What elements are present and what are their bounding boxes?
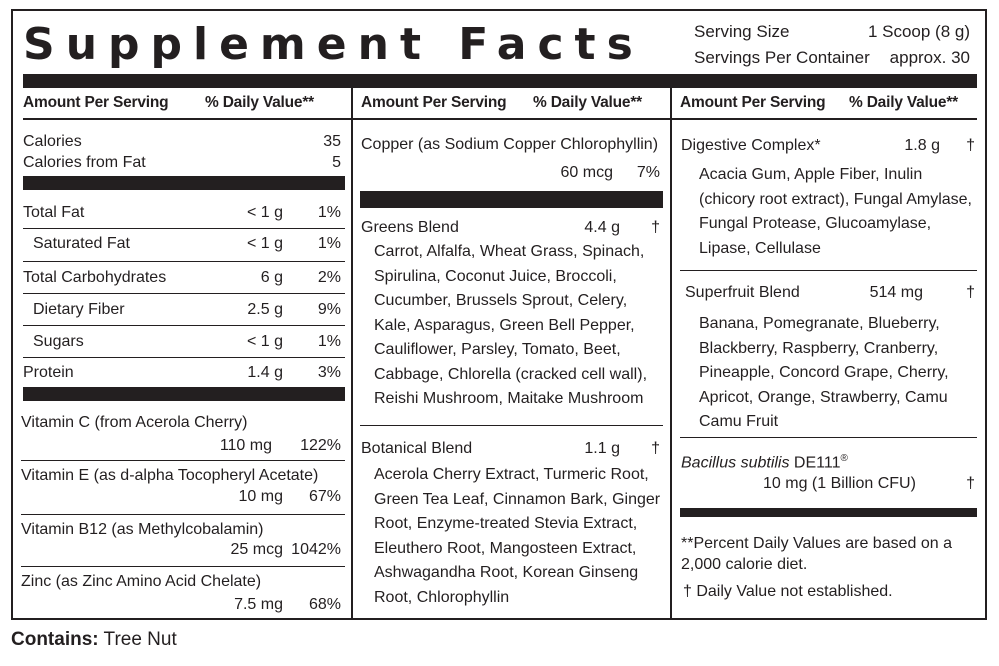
dagger-footnote: † Daily Value not established.: [683, 583, 893, 600]
nutrient-amount: 1.4 g: [247, 364, 283, 381]
daily-value-header: % Daily Value**: [205, 94, 315, 111]
nutrient-amount: 2.5 g: [247, 301, 283, 318]
superfruit-blend-dv: †: [966, 284, 975, 301]
copper-amount: 60 mcg: [560, 164, 613, 181]
amount-per-serving-header: Amount Per Serving: [23, 94, 169, 111]
column-divider: [351, 88, 353, 618]
bacillus-amount: 10 mg (1 Billion CFU): [763, 475, 916, 492]
digestive-complex-name: Digestive Complex*: [681, 137, 821, 154]
nutrient-dv: 1%: [317, 333, 341, 350]
serving-size-value: 1 Scoop (8 g): [867, 22, 970, 41]
greens-blend-name: Greens Blend: [361, 219, 459, 236]
superfruit-blend-amount: 514 mg: [869, 284, 923, 301]
greens-blend-dv: †: [651, 219, 660, 236]
nutrient-name: Protein: [23, 364, 74, 381]
nutrient-name: Dietary Fiber: [33, 301, 125, 318]
row-rule: [21, 566, 345, 567]
daily-value-header: % Daily Value**: [849, 94, 959, 111]
copper-name: Copper (as Sodium Copper Chlorophyllin): [361, 136, 659, 153]
calories-value: 35: [323, 133, 341, 150]
amount-per-serving-header: Amount Per Serving: [361, 94, 507, 111]
nutrient-dv: 9%: [317, 301, 341, 318]
botanical-blend-name: Botanical Blend: [361, 440, 473, 457]
row-rule: [21, 514, 345, 515]
section-bar: [360, 191, 663, 208]
bacillus-name-rest: DE111: [789, 454, 841, 472]
vitamin-amount: 7.5 mg: [234, 596, 283, 613]
vitamin-dv: 68%: [308, 596, 341, 613]
nutrient-dv: 1%: [317, 204, 341, 221]
vitamin-amount: 25 mcg: [230, 541, 283, 558]
nutrient-amount: < 1 g: [246, 204, 283, 221]
digestive-complex-dv: †: [966, 137, 975, 154]
contains-label: Contains:: [11, 629, 99, 650]
bacillus-name: Bacillus subtilis DE111®: [681, 449, 848, 473]
nutrient-name: Total Fat: [23, 204, 85, 221]
nutrient-dv: 1%: [317, 235, 341, 252]
vitamin-dv: 67%: [308, 488, 341, 505]
calories-from-fat-label: Calories from Fat: [23, 154, 146, 171]
digestive-complex-amount: 1.8 g: [904, 137, 940, 154]
digestive-complex-ingredients: Acacia Gum, Apple Fiber, Inulin (chicory…: [699, 166, 972, 257]
servings-per-container-label: Servings Per Container: [694, 48, 870, 67]
vitamin-dv: 122%: [300, 437, 341, 454]
botanical-blend-amount: 1.1 g: [584, 440, 620, 457]
nutrient-name: Saturated Fat: [33, 235, 130, 252]
row-rule: [360, 425, 663, 426]
nutrient-dv: 2%: [317, 269, 341, 286]
row-rule: [23, 228, 345, 229]
row-rule: [23, 293, 345, 294]
greens-blend-amount: 4.4 g: [584, 219, 620, 236]
botanical-blend-ingredients: Acerola Cherry Extract, Turmeric Root, G…: [374, 466, 661, 606]
amount-per-serving-header: Amount Per Serving: [680, 94, 826, 111]
vitamin-name: Vitamin C (from Acerola Cherry): [21, 414, 248, 431]
bacillus-name-italic: Bacillus subtilis: [681, 454, 790, 472]
nutrient-amount: < 1 g: [246, 333, 283, 350]
header-rule: [23, 118, 977, 120]
greens-blend-ingredients: Carrot, Alfalfa, Wheat Grass, Spinach, S…: [374, 243, 648, 407]
registered-mark: ®: [840, 453, 848, 464]
botanical-blend-dv: †: [651, 440, 660, 457]
section-bar: [23, 387, 345, 401]
row-rule: [21, 460, 345, 461]
nutrient-name: Sugars: [33, 333, 84, 350]
servings-per-container-value: approx. 30: [889, 48, 970, 67]
section-bar: [680, 508, 977, 517]
daily-value-header: % Daily Value**: [533, 94, 643, 111]
superfruit-blend-ingredients: Banana, Pomegranate, Blueberry, Blackber…: [699, 315, 949, 430]
vitamin-name: Vitamin B12 (as Methylcobalamin): [21, 521, 264, 538]
nutrient-name: Total Carbohydrates: [23, 269, 167, 286]
row-rule: [680, 437, 977, 438]
vitamin-name: Vitamin E (as d-alpha Tocopheryl Acetate…: [21, 467, 319, 484]
nutrient-dv: 3%: [317, 364, 341, 381]
allergen-statement: Contains: Tree Nut: [11, 628, 177, 652]
panel-title: Supplement Facts: [23, 19, 644, 70]
row-rule: [680, 270, 977, 271]
calories-from-fat-value: 5: [332, 154, 341, 171]
row-rule: [23, 261, 345, 262]
nutrient-amount: 6 g: [260, 269, 283, 286]
supplement-facts-panel: Supplement Facts Serving Size 1 Scoop (8…: [11, 9, 987, 620]
vitamin-amount: 10 mg: [238, 488, 283, 505]
nutrient-amount: < 1 g: [246, 235, 283, 252]
vitamin-dv: 1042%: [291, 541, 341, 558]
column-divider: [670, 88, 672, 618]
vitamin-amount: 110 mg: [219, 437, 272, 454]
serving-size-label: Serving Size: [694, 22, 790, 41]
copper-dv: 7%: [636, 164, 660, 181]
row-rule: [23, 357, 345, 358]
section-bar: [23, 176, 345, 190]
calories-label: Calories: [23, 133, 82, 150]
bacillus-dv: †: [966, 475, 975, 492]
vitamin-name: Zinc (as Zinc Amino Acid Chelate): [21, 573, 262, 590]
contains-value: Tree Nut: [98, 629, 177, 650]
row-rule: [23, 325, 345, 326]
superfruit-blend-name: Superfruit Blend: [685, 284, 800, 301]
daily-value-footnote: **Percent Daily Values are based on a 2,…: [681, 535, 952, 573]
thick-rule: [23, 74, 977, 88]
